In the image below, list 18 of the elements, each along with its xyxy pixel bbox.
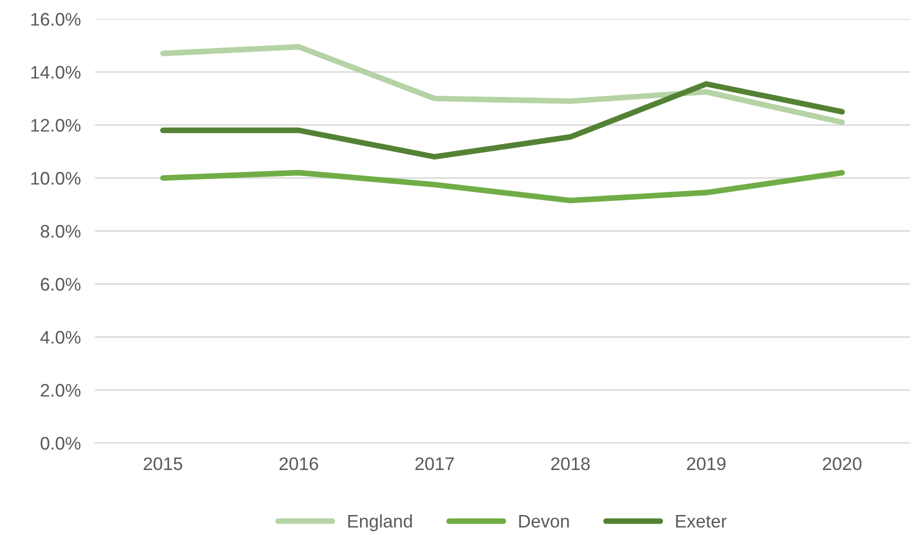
y-tick-label: 16.0% — [31, 12, 80, 26]
x-tick-label: 2018 — [551, 457, 590, 470]
y-tick-label: 0.0% — [40, 436, 80, 450]
y-tick-label: 4.0% — [40, 330, 80, 344]
x-tick-label: 2017 — [415, 457, 454, 470]
x-tick-label: 2020 — [822, 457, 862, 470]
x-tick-label: 2015 — [144, 457, 182, 470]
y-tick-label: 10.0% — [31, 172, 80, 185]
y-tick-label: 2.0% — [40, 384, 80, 397]
legend-label: Exeter — [676, 515, 727, 528]
x-tick-label: 2019 — [687, 457, 726, 470]
y-tick-label: 8.0% — [40, 224, 80, 238]
y-tick-label: 6.0% — [40, 278, 80, 291]
legend-label: England — [348, 514, 412, 532]
x-tick-label: 2016 — [280, 457, 318, 470]
legend-label: Devon — [519, 515, 569, 528]
y-tick-label: 14.0% — [31, 66, 80, 79]
y-tick-label: 12.0% — [31, 118, 80, 132]
